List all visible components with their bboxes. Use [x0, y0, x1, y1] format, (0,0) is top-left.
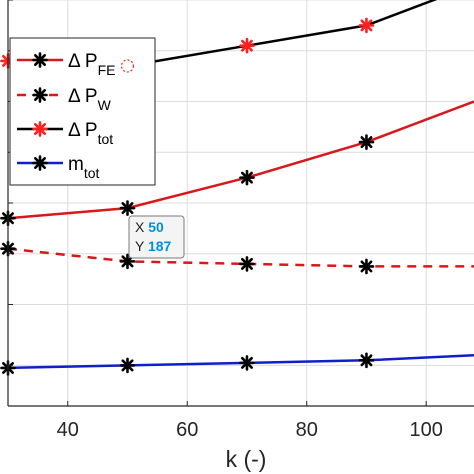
datatip-x: X 50 [135, 219, 164, 235]
legend-box [9, 37, 156, 186]
legend-item-0: Δ PFE [17, 51, 116, 78]
legend-item-1: Δ PW [17, 86, 112, 113]
data-point [119, 357, 136, 374]
legend-label: Δ PFE [68, 51, 116, 78]
legend-item-2: Δ Ptot [17, 120, 113, 147]
data-point [358, 258, 375, 275]
data-point [239, 355, 255, 371]
series-3 [0, 352, 474, 376]
legend-label: mtot [68, 154, 100, 181]
series-1 [0, 240, 474, 275]
x-tick-label: 40 [57, 419, 79, 441]
legend-marker [32, 52, 48, 68]
x-axis-label: k (-) [226, 446, 267, 472]
legend: Δ PFE Δ PW Δ Ptot mtot [9, 37, 156, 186]
x-tick-label: 60 [176, 419, 198, 441]
data-point [119, 200, 136, 216]
legend-marker [32, 121, 48, 137]
data-point [358, 17, 375, 34]
data-point [239, 169, 255, 186]
axes [7, 0, 474, 407]
data-point [358, 352, 375, 369]
series-line [7, 247, 474, 268]
x-tick-label: 80 [296, 419, 318, 441]
datatip-box [128, 215, 185, 259]
data-point [239, 256, 255, 272]
data-point [358, 134, 375, 150]
data-point [239, 37, 255, 54]
data-tip: X 50 Y 187 [120, 59, 185, 259]
x-tick-label: 100 [410, 419, 443, 441]
legend-marker [32, 87, 48, 103]
legend-item-3: mtot [17, 154, 100, 181]
legend-label: Δ Ptot [68, 120, 113, 147]
datatip-marker [120, 59, 135, 73]
x-ticks: 40 60 80 100 [57, 401, 443, 441]
legend-marker [32, 155, 48, 171]
legend-label: Δ PW [68, 86, 112, 113]
datatip-y: Y 187 [135, 238, 172, 254]
